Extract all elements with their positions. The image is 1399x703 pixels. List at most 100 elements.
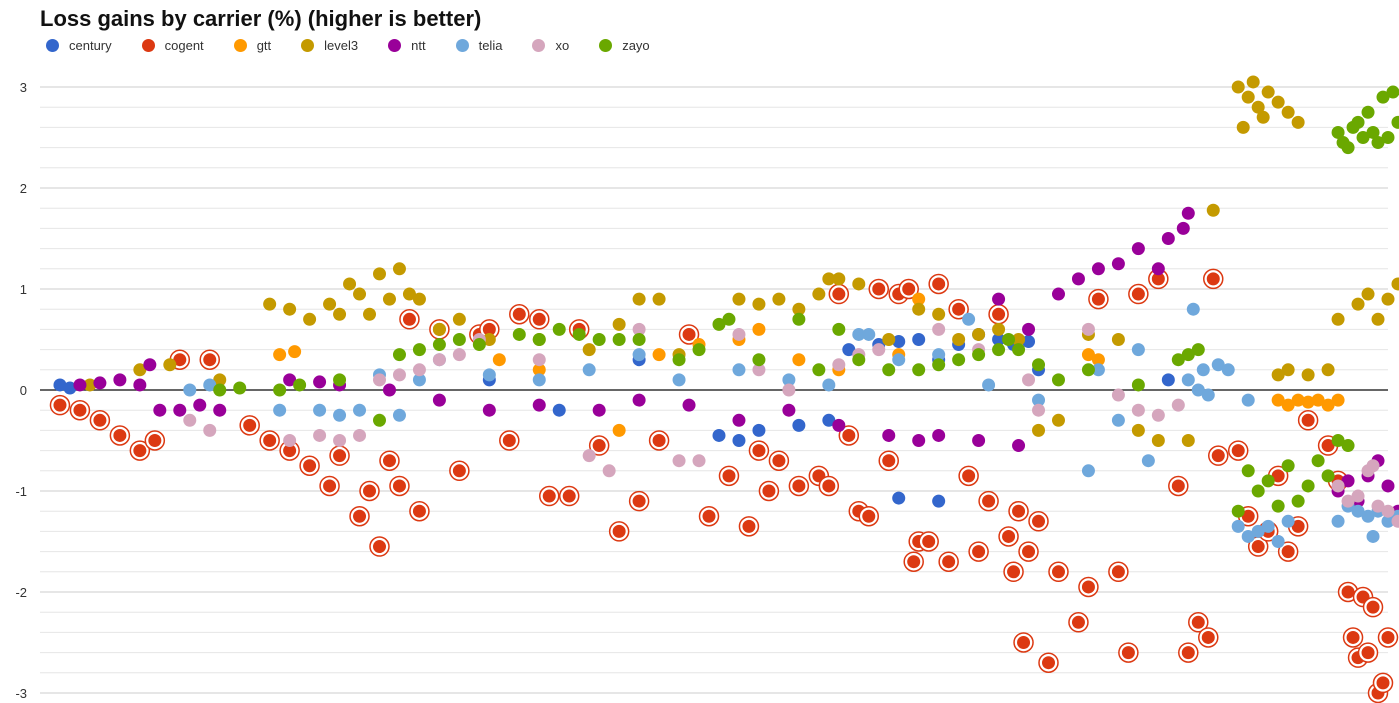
point-zayo — [672, 353, 686, 367]
point-zayo — [972, 348, 986, 362]
point-level3 — [932, 307, 946, 321]
point-xo — [732, 327, 746, 341]
point-zayo — [1386, 85, 1399, 99]
point-cogent — [1012, 504, 1026, 518]
point-zayo — [392, 348, 406, 362]
point-zayo — [722, 312, 736, 326]
point-telia — [732, 363, 746, 377]
point-ntt — [972, 434, 986, 447]
point-zayo — [1081, 363, 1095, 377]
point-telia — [582, 363, 596, 377]
point-cogent — [862, 509, 876, 523]
point-ntt — [193, 398, 207, 412]
point-level3 — [612, 317, 626, 331]
point-telia — [1271, 535, 1285, 548]
point-century — [932, 494, 946, 508]
point-level3 — [1281, 363, 1295, 377]
point-level3 — [363, 307, 377, 321]
point-telia — [1211, 358, 1225, 372]
point-ntt — [113, 373, 127, 387]
point-telia — [183, 383, 197, 397]
point-telia — [1261, 519, 1275, 533]
point-level3 — [832, 272, 846, 286]
point-century — [712, 428, 726, 442]
point-telia — [1351, 504, 1365, 518]
point-gtt — [752, 322, 766, 336]
point-zayo — [1251, 484, 1265, 498]
point-cogent — [372, 540, 386, 554]
point-cogent — [752, 444, 766, 458]
point-cogent — [1032, 514, 1046, 528]
point-telia — [1201, 388, 1215, 402]
point-cogent — [1131, 287, 1145, 301]
point-level3 — [1321, 363, 1335, 377]
point-zayo — [792, 312, 806, 326]
point-zayo — [1291, 494, 1305, 508]
point-level3 — [632, 292, 646, 306]
point-zayo — [1131, 378, 1145, 392]
point-zayo — [213, 383, 227, 397]
point-zayo — [1371, 136, 1385, 150]
point-century — [53, 378, 67, 392]
point-level3 — [402, 287, 416, 301]
point-cogent — [1191, 615, 1205, 629]
point-level3 — [1271, 368, 1285, 382]
point-century — [892, 335, 906, 349]
point-ntt — [1381, 479, 1395, 493]
point-cogent — [592, 439, 606, 453]
point-zayo — [882, 363, 896, 377]
point-gtt — [273, 348, 287, 362]
point-zayo — [572, 327, 586, 341]
point-telia — [1381, 514, 1395, 528]
point-century — [992, 333, 1006, 346]
point-ntt — [532, 398, 546, 412]
point-cogent — [392, 479, 406, 493]
point-xo — [313, 428, 327, 442]
point-level3 — [822, 272, 836, 286]
point-level3 — [482, 333, 496, 346]
point-level3 — [353, 287, 367, 301]
point-century — [892, 491, 906, 505]
point-cogent — [303, 459, 317, 473]
point-cogent — [1002, 529, 1016, 543]
point-zayo — [412, 343, 426, 357]
point-level3 — [1246, 75, 1260, 89]
point-level3 — [412, 292, 426, 306]
legend-swatch-telia — [455, 39, 469, 52]
point-zayo — [1032, 358, 1046, 372]
point-cogent — [512, 307, 526, 321]
point-telia — [932, 348, 946, 362]
point-level3 — [1251, 100, 1265, 114]
point-level3 — [452, 312, 466, 326]
point-xo — [1131, 403, 1145, 417]
point-cogent — [702, 509, 716, 523]
legend-label-cogent: cogent — [164, 38, 204, 53]
point-xo — [203, 423, 217, 437]
point-level3 — [213, 373, 227, 387]
point-telia — [1241, 529, 1255, 543]
point-ntt — [1071, 272, 1085, 286]
point-zayo — [273, 383, 287, 397]
point-zayo — [293, 378, 307, 392]
point-cogent — [1341, 585, 1355, 599]
point-level3 — [752, 297, 766, 311]
point-cogent — [1206, 272, 1220, 286]
point-cogent — [1376, 676, 1390, 690]
point-cogent — [53, 398, 67, 412]
point-ntt — [432, 393, 446, 407]
point-ntt — [882, 428, 896, 442]
point-century — [822, 413, 836, 427]
point-zayo — [1331, 125, 1345, 139]
point-gtt — [1301, 395, 1315, 409]
point-xo — [1331, 479, 1345, 493]
point-cogent — [1366, 600, 1380, 614]
point-cogent — [832, 287, 846, 301]
point-century — [792, 418, 806, 432]
point-level3 — [1361, 287, 1375, 301]
point-cogent — [173, 353, 187, 367]
point-zayo — [1002, 333, 1016, 346]
point-xo — [1111, 388, 1125, 402]
point-ntt — [213, 403, 227, 417]
point-cogent — [982, 494, 996, 508]
point-cogent — [542, 489, 556, 503]
